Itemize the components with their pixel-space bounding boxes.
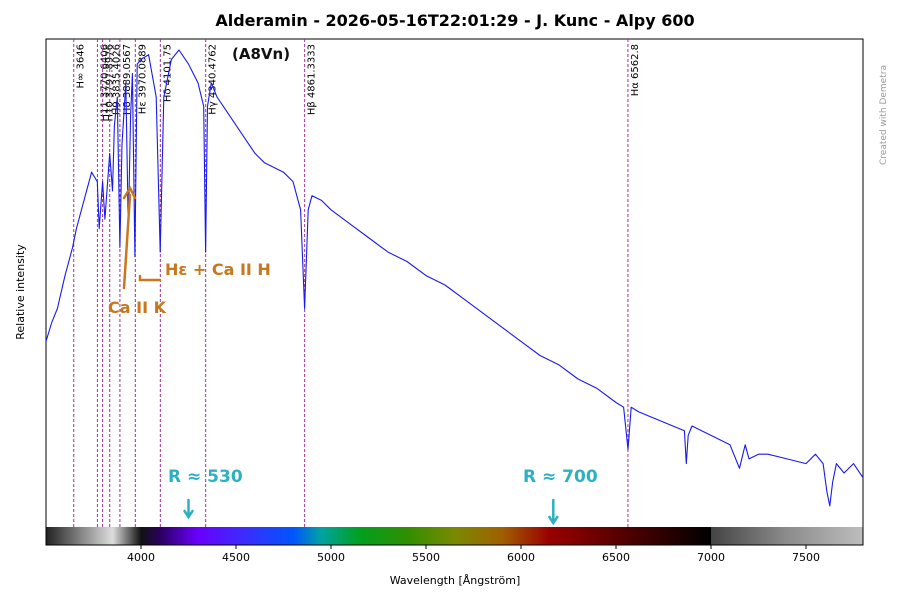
resolution-red-annotation: R ≈ 700 bbox=[523, 467, 598, 487]
resolution-blue-arrow bbox=[183, 498, 194, 520]
line-marker-label: H8 3889.0567 bbox=[122, 44, 133, 115]
line-marker-label: Hβ 4861.3333 bbox=[307, 44, 318, 115]
line-marker-label: H11 3770.6406 bbox=[99, 44, 110, 122]
x-tick-label: 7000 bbox=[697, 551, 725, 564]
chart-title: Alderamin - 2026-05-16T22:01:29 - J. Kun… bbox=[215, 11, 694, 30]
x-axis-label: Wavelength [Ångström] bbox=[390, 574, 521, 587]
spectrum-line bbox=[45, 49, 864, 507]
plot-frame bbox=[45, 38, 864, 546]
annotations: (A8Vn) Hε + Ca II H Ca II K R ≈ 530 R ≈ … bbox=[108, 45, 598, 526]
y-axis-label: Relative intensity bbox=[14, 244, 27, 340]
spectrum-series bbox=[45, 49, 864, 507]
line-marker-label: Hε 3970.0889 bbox=[137, 44, 148, 114]
spectral-type-annotation: (A8Vn) bbox=[232, 45, 290, 63]
resolution-red-arrow bbox=[548, 498, 559, 526]
h-epsilon-ca-h-annotation: Hε + Ca II H bbox=[165, 260, 271, 279]
ca-k-arrow bbox=[122, 185, 137, 290]
demetra-watermark: Created with Demetra bbox=[879, 65, 889, 165]
line-marker-label: Hα 6562.8 bbox=[630, 44, 641, 96]
x-tick-label: 4500 bbox=[222, 551, 250, 564]
h-epsilon-arrow bbox=[138, 274, 162, 282]
colorbar-gradient bbox=[46, 527, 863, 545]
colorbar bbox=[46, 527, 863, 545]
x-tick-label: 4000 bbox=[127, 551, 155, 564]
x-axis-ticks: 4000 4500 5000 5500 6000 6500 7000 7500 bbox=[127, 545, 820, 564]
x-tick-label: 5000 bbox=[317, 551, 345, 564]
line-marker-label: H9 3835.4026 bbox=[112, 44, 123, 115]
resolution-blue-annotation: R ≈ 530 bbox=[168, 467, 243, 487]
x-tick-label: 7500 bbox=[792, 551, 820, 564]
line-marker-label: H∞ 3646 bbox=[76, 44, 87, 88]
line-marker-label: Hδ 4101.75 bbox=[162, 44, 173, 102]
x-tick-label: 6000 bbox=[507, 551, 535, 564]
ca-k-annotation: Ca II K bbox=[108, 298, 167, 317]
x-tick-label: 5500 bbox=[412, 551, 440, 564]
x-tick-label: 6500 bbox=[602, 551, 630, 564]
line-marker-label: H10 3797.8976 bbox=[105, 44, 116, 122]
line-marker-label: Hγ 4340.4762 bbox=[208, 44, 219, 115]
